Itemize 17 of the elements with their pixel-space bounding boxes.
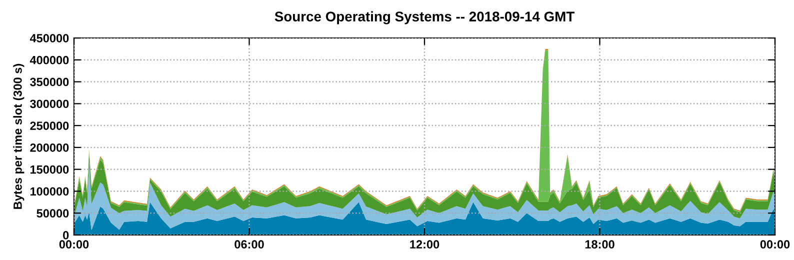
y-tick-label: 450000	[30, 34, 69, 42]
y-tick-label: 150000	[30, 165, 69, 174]
chart-title: Source Operating Systems -- 2018-09-14 GMT	[274, 11, 574, 24]
x-tick-label: 18:00	[585, 240, 614, 249]
x-tick-label: 00:00	[760, 240, 790, 249]
x-tick-label: 00:00	[59, 240, 89, 249]
y-tick-label: 100000	[30, 187, 69, 196]
y-tick-label: 400000	[30, 56, 69, 64]
y-tick-label: 250000	[30, 122, 69, 130]
x-tick-label: 12:00	[410, 240, 440, 249]
y-tick-label: 200000	[30, 143, 69, 152]
x-tick-label: 06:00	[234, 240, 264, 249]
y-tick-label: 350000	[30, 78, 69, 86]
y-tick-label: 300000	[30, 100, 69, 108]
y-axis-title: Bytes per time slot (300 s)	[13, 64, 24, 209]
y-tick-label: 0	[63, 231, 69, 240]
y-tick-label: 50000	[36, 209, 69, 218]
